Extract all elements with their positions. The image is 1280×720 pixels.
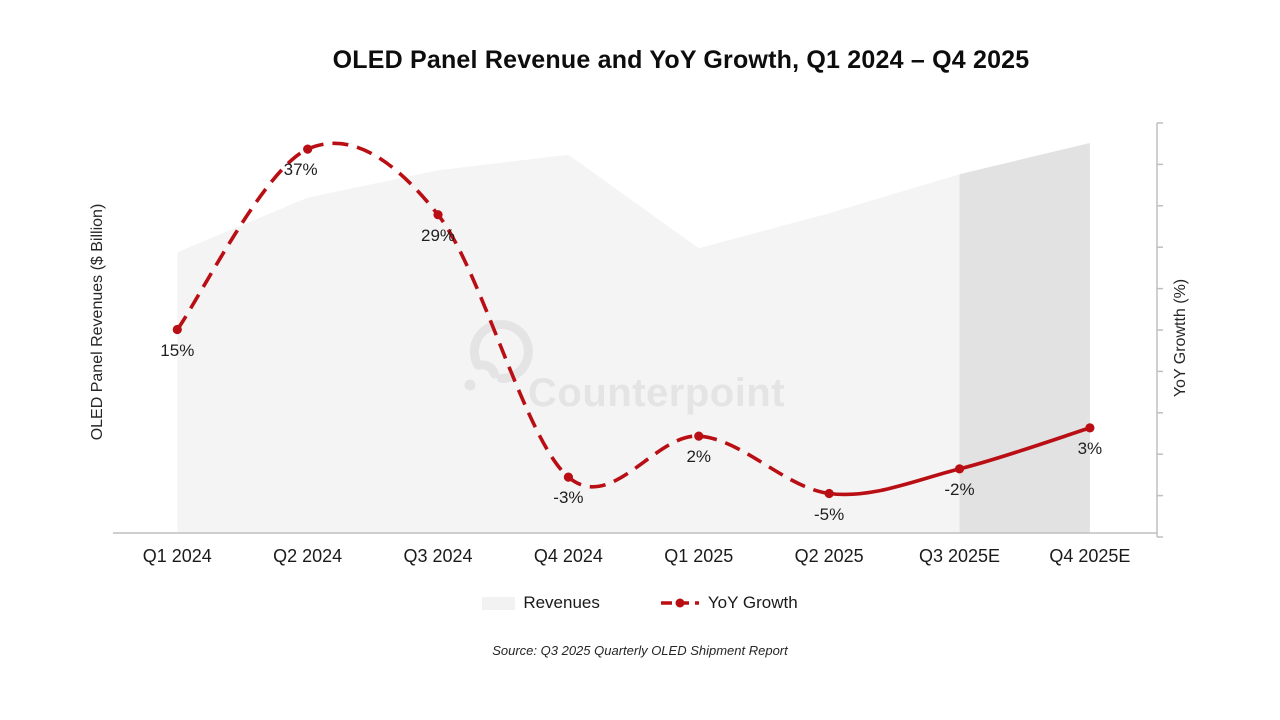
yoy-data-point-marker <box>1085 423 1095 433</box>
yoy-data-label: 3% <box>1077 438 1103 458</box>
yoy-line-dashed <box>175 141 830 496</box>
right-axis-title: YoY Growtth (%) <box>1172 278 1189 398</box>
yoy-data-label: 15% <box>160 340 195 360</box>
yoy-data-label: 29% <box>421 225 456 245</box>
yoy-data-label: -2% <box>944 479 975 499</box>
watermark: Counterpoint <box>464 320 785 415</box>
yoy-data-point-marker <box>563 472 574 482</box>
left-axis-title: OLED Panel Revenues ($ Billion) <box>89 203 106 441</box>
x-axis-label-q2-2024: Q2 2024 <box>273 546 343 566</box>
legend-revenues-label: Revenues <box>523 593 600 612</box>
yoy-data-point-marker <box>433 210 443 220</box>
axes-layer <box>113 122 1163 538</box>
legend: Revenues YoY Growth <box>0 591 1280 615</box>
revenue-area <box>177 154 960 533</box>
legend-item-revenues: Revenues <box>482 593 600 613</box>
yoy-data-point-marker <box>824 488 834 499</box>
watermark-logo-dot <box>464 379 476 391</box>
yoy-data-label: -5% <box>814 504 845 524</box>
yoy-data-point-marker <box>303 144 313 154</box>
yoy-line-marker-icon <box>660 598 699 608</box>
yoy-data-label: -3% <box>553 488 584 508</box>
yoy-data-label: 2% <box>686 447 712 467</box>
source-note: Source: Q3 2025 Quarterly OLED Shipment … <box>492 643 788 658</box>
x-axis-label-q1-2025: Q1 2025 <box>664 546 734 566</box>
yoy-data-label: 37% <box>283 160 318 180</box>
watermark-text: Counterpoint <box>528 371 785 415</box>
chart-title: OLED Panel Revenue and YoY Growth, Q1 20… <box>332 46 1030 74</box>
yoy-data-point-marker <box>172 324 182 335</box>
yoy-data-point-marker <box>954 464 965 474</box>
x-axis-label-q1-2024: Q1 2024 <box>142 546 212 566</box>
legend-item-yoy: YoY Growth <box>660 593 798 613</box>
x-axis-label-q4-2024: Q4 2024 <box>533 546 603 566</box>
revenue-area-forecast <box>959 143 1090 533</box>
yoy-line-layer <box>172 141 1095 499</box>
watermark-logo-icon <box>464 320 533 391</box>
watermark-logo-ring <box>469 320 533 383</box>
revenue-area-layer <box>177 143 1090 533</box>
x-axis-label-q3-2025e: Q3 2025E <box>918 546 1001 566</box>
x-axis-label-q4-2025e: Q4 2025E <box>1049 546 1131 566</box>
revenues-swatch-icon <box>482 596 516 610</box>
x-axis-label-q3-2024: Q3 2024 <box>403 546 473 566</box>
legend-yoy-label: YoY Growth <box>707 593 798 612</box>
x-axis-label-q2-2025: Q2 2025 <box>794 546 864 566</box>
watermark-logo-curl <box>473 360 499 379</box>
yoy-data-point-marker <box>694 431 704 441</box>
